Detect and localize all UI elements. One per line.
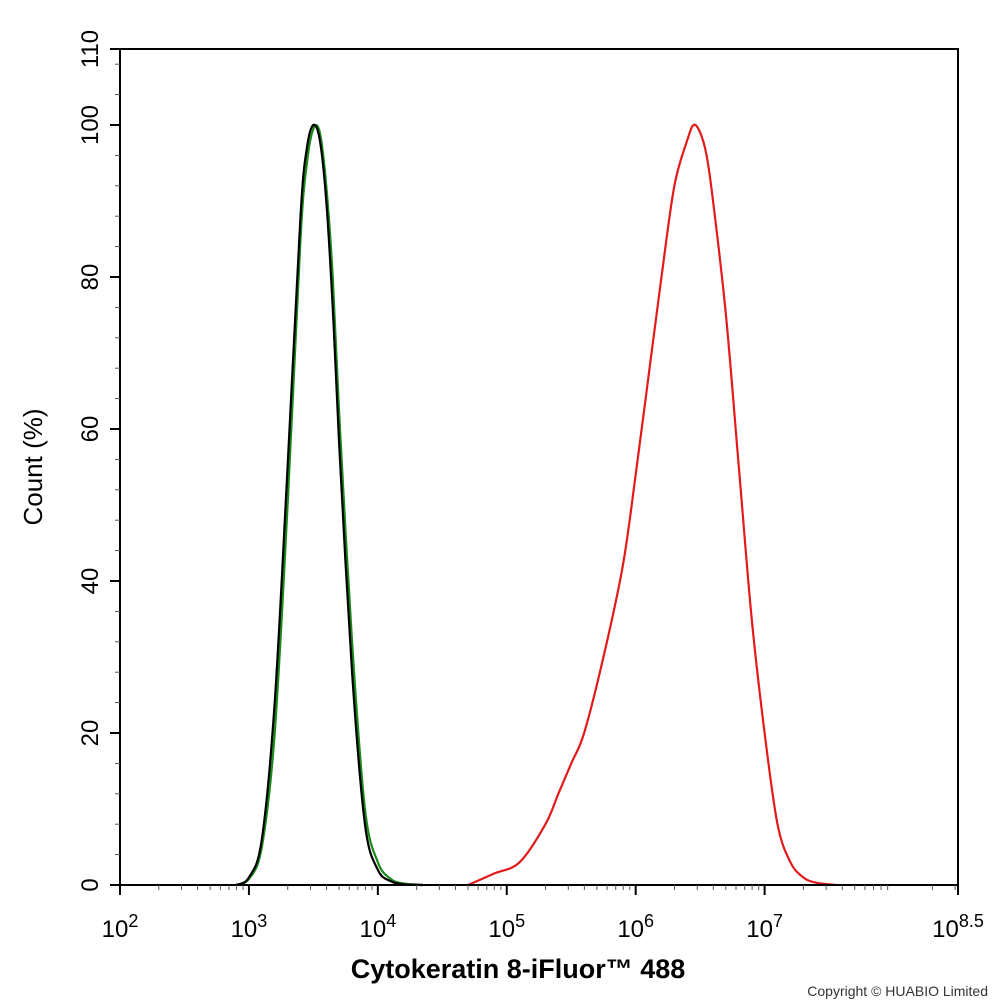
series-layer [235, 123, 836, 887]
x-tick-exponent: 4 [386, 911, 396, 931]
x-tick-exponent: 7 [773, 911, 783, 931]
y-tick-label: 80 [77, 264, 104, 291]
x-tick-base: 10 [746, 916, 773, 943]
series-line-isotype-control [235, 124, 424, 887]
x-tick-label: 107 [746, 911, 783, 943]
x-tick-label: 103 [231, 911, 268, 943]
x-tick-exponent: 5 [515, 911, 525, 931]
x-tick-exponent: 2 [128, 911, 138, 931]
plot-area-frame [119, 48, 959, 886]
x-tick-label: 108.5 [932, 911, 984, 943]
y-tick-label: 100 [77, 105, 104, 145]
y-tick-label: 20 [77, 720, 104, 747]
x-tick-label: 106 [617, 911, 654, 943]
x-axis: 102 103 104 105 106 107 108.5 [102, 885, 984, 943]
copyright-notice: Copyright © HUABIO Limited [807, 983, 988, 999]
series-line-cytokeratin-8 [467, 123, 836, 887]
x-tick-label: 102 [102, 911, 139, 943]
y-tick-label: 40 [77, 568, 104, 595]
y-axis-label: Count (%) [18, 408, 48, 525]
x-tick-exponent: 3 [257, 911, 267, 931]
x-tick-base: 10 [231, 916, 258, 943]
x-tick-base: 10 [932, 916, 959, 943]
x-tick-base: 10 [359, 916, 386, 943]
x-tick-label: 105 [488, 911, 525, 943]
x-tick-exponent: 8.5 [959, 911, 984, 931]
x-tick-base: 10 [488, 916, 515, 943]
x-axis-label: Cytokeratin 8-iFluor™ 488 [351, 954, 686, 984]
x-tick-label: 104 [359, 911, 396, 943]
y-tick-label: 60 [77, 416, 104, 443]
y-tick-label: 110 [77, 30, 104, 68]
x-tick-base: 10 [102, 916, 129, 943]
x-tick-base: 10 [617, 916, 644, 943]
series-line-blank-control [235, 123, 424, 887]
y-axis: 0 20 40 60 80 100 110 [77, 30, 120, 892]
y-tick-label: 0 [77, 878, 104, 891]
x-tick-exponent: 6 [644, 911, 654, 931]
